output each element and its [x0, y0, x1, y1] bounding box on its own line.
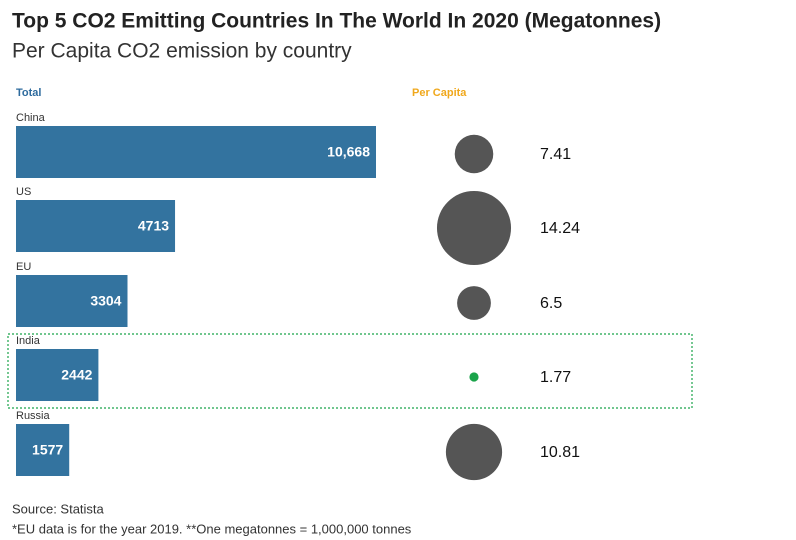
value-label: 2442 — [61, 367, 92, 383]
bubble — [457, 286, 491, 320]
footnote: *EU data is for the year 2019. **One meg… — [12, 521, 412, 536]
bar — [16, 200, 176, 252]
value-label: 1.77 — [540, 369, 571, 386]
chart-subtitle: Per Capita CO2 emission by country — [12, 40, 352, 63]
value-label: 14.24 — [540, 220, 580, 237]
value-label: 7.41 — [540, 146, 571, 163]
bar — [16, 126, 376, 178]
value-label: 4713 — [138, 218, 169, 234]
category-label: EU — [16, 261, 31, 273]
bubble — [436, 190, 512, 266]
category-label: China — [16, 112, 46, 124]
value-label: 1577 — [32, 442, 63, 458]
panel-title: Per Capita — [412, 87, 467, 99]
bubble — [445, 423, 503, 481]
value-label: 3304 — [90, 293, 121, 309]
bubble — [454, 134, 494, 174]
value-label: 10,668 — [327, 144, 370, 160]
category-label: US — [16, 186, 31, 198]
category-label: India — [16, 335, 41, 347]
value-label: 6.5 — [540, 295, 562, 312]
bubble — [469, 372, 479, 382]
bar — [16, 349, 99, 401]
chart-title: Top 5 CO2 Emitting Countries In The Worl… — [12, 10, 661, 33]
category-label: Russia — [16, 410, 51, 422]
value-label: 10.81 — [540, 444, 580, 461]
bar — [16, 424, 70, 476]
panel-title: Total — [16, 87, 41, 99]
source: Source: Statista — [12, 501, 105, 516]
highlight-box — [7, 333, 693, 409]
bar — [16, 275, 128, 327]
